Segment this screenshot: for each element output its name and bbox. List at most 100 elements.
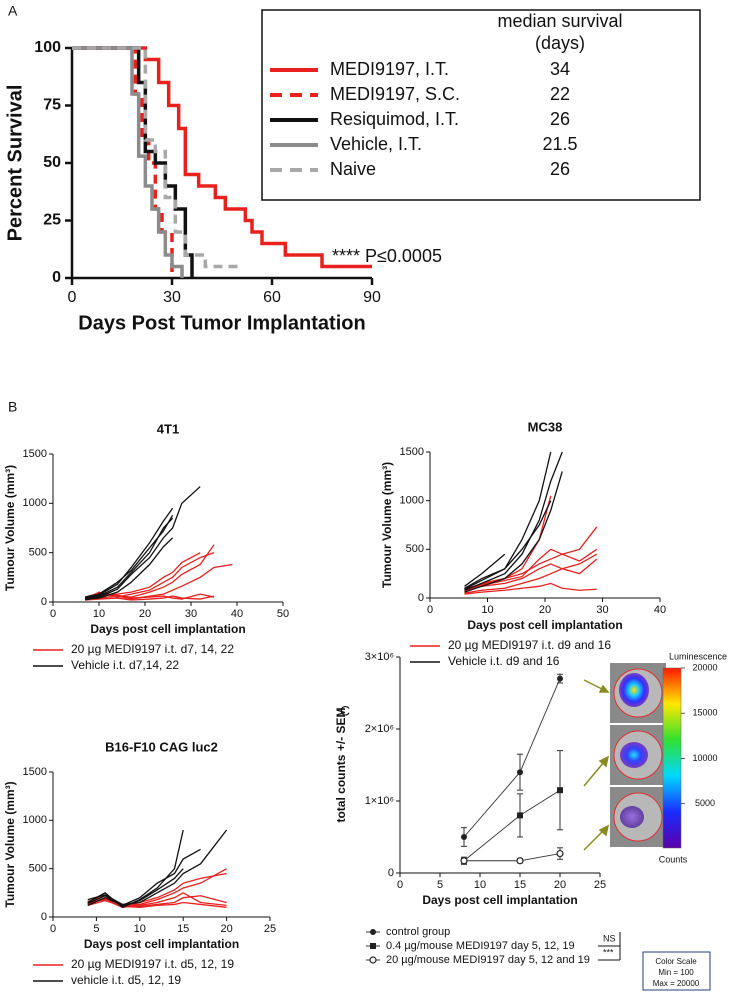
colorbar-tick-label: 10000 — [692, 753, 717, 763]
x-axis-label: Days post cell implantation — [90, 622, 245, 636]
marker — [557, 787, 563, 794]
marker — [460, 857, 468, 865]
y-tick-label: 75 — [43, 97, 61, 114]
chart-title: B16-F10 CAG luc2 — [105, 739, 218, 754]
annotation: **** P≤0.0005 — [332, 246, 442, 266]
legend-label: MEDI9197, I.T. — [330, 59, 449, 79]
growth-curve — [87, 868, 184, 908]
x-axis-label: Days Post Tumor Implantation — [78, 312, 365, 334]
x-tick-label: 10 — [134, 923, 146, 935]
legend-label: Resiquimod, I.T. — [330, 109, 459, 129]
marker — [556, 849, 564, 858]
y-tick-label: 1000 — [23, 814, 47, 826]
x-tick-label: 10 — [481, 604, 493, 616]
colorbar-title: Luminescence — [669, 651, 727, 661]
color-scale-text: Max = 20000 — [653, 979, 700, 988]
arrows — [583, 679, 610, 851]
marker — [461, 834, 467, 840]
thumbnail-signal — [620, 806, 644, 828]
y-tick-label: 500 — [29, 863, 47, 875]
x-tick-label: 20 — [554, 879, 566, 891]
x-tick-label: 0 — [68, 289, 77, 306]
growth-curve — [87, 899, 227, 908]
x-tick-label: 5 — [93, 923, 99, 935]
x-tick-label: 30 — [185, 608, 197, 620]
legend-median: 22 — [550, 84, 570, 104]
x-tick-label: 30 — [163, 289, 181, 306]
y-axis-label: Tumour Volume (mm³) — [3, 465, 17, 591]
legend-header: median survival — [497, 11, 622, 31]
x-tick-label: 15 — [177, 923, 189, 935]
legend-label: MEDI9197, S.C. — [330, 84, 460, 104]
panel-label: B — [8, 399, 17, 415]
legend-label: Vehicle i.t. d7,14, 22 — [71, 658, 179, 672]
growth-curve — [87, 829, 228, 906]
x-tick-label: 0 — [50, 923, 56, 935]
x-axis-label: Days post cell implantation — [467, 618, 622, 632]
x-tick-label: 10 — [474, 879, 486, 891]
x-tick-label: 5 — [437, 879, 443, 891]
y-axis-label: Tumour Volume (mm³) — [380, 462, 394, 588]
y-tick-label: 0 — [41, 911, 47, 923]
legend-header: (days) — [535, 33, 585, 53]
chart-title: 4T1 — [157, 421, 179, 436]
colorbar-tick-label: 15000 — [692, 708, 717, 718]
thumbnail-signal — [619, 673, 649, 707]
growth-curve — [464, 553, 506, 587]
y-axis-label: Percent Survival — [4, 85, 26, 242]
y-tick-label: 1500 — [23, 448, 47, 460]
survival-curve — [72, 46, 184, 278]
growth-curve — [85, 514, 174, 598]
legend-label: vehicle i.t. d5, 12, 19 — [71, 973, 181, 987]
x-tick-label: 25 — [594, 879, 606, 891]
chart-title: MC38 — [528, 419, 563, 434]
legend-box — [261, 9, 701, 201]
x-tick-label: 40 — [231, 608, 243, 620]
imaging-thumbnails — [610, 663, 666, 847]
growth-curve — [85, 517, 174, 600]
arrow-head — [598, 755, 610, 768]
panel-label: A — [8, 3, 18, 19]
arrow — [583, 679, 605, 691]
legend-label: Vehicle i.t. d9 and 16 — [448, 654, 560, 668]
legend-label: 20 µg MEDI9197 i.t. d7, 14, 22 — [71, 642, 234, 656]
colorbar-footer: Counts — [659, 854, 688, 864]
legend-marker — [370, 943, 376, 949]
y-tick-label: 25 — [43, 212, 61, 229]
x-tick-label: 0 — [427, 604, 433, 616]
growth-curve — [85, 563, 233, 601]
y-tick-label: 1000 — [400, 495, 424, 507]
x-tick-label: 90 — [363, 289, 381, 306]
legend-median: 21.5 — [542, 134, 577, 154]
growth-curve — [464, 553, 598, 594]
legend-label: 0.4 µg/mouse MEDI9197 day 5, 12, 19 — [386, 940, 575, 952]
thumbnail-signal — [620, 742, 648, 768]
legend-marker — [370, 929, 376, 935]
x-axis-label: Days post cell implantation — [84, 937, 239, 951]
y-tick-label: 50 — [43, 154, 61, 171]
growth-curve — [85, 592, 215, 600]
survival-curve — [72, 46, 239, 269]
x-tick-label: 25 — [264, 923, 276, 935]
marker — [517, 812, 523, 819]
y-tick-label: 500 — [406, 543, 424, 555]
y-tick-label: 1500 — [400, 446, 424, 458]
x-tick-label: 50 — [277, 608, 289, 620]
growth-curve — [85, 507, 174, 599]
color-scale-text: Color Scale — [655, 957, 697, 966]
y-axis-label: Tumour Volume (mm³) — [3, 781, 17, 907]
legend-median: 26 — [550, 159, 570, 179]
x-tick-label: 0 — [397, 879, 403, 891]
panel-label: C — [340, 703, 350, 719]
legend-label: control group — [386, 926, 450, 938]
color-scale-box — [642, 951, 711, 991]
colorbar-tick-label: 5000 — [695, 798, 715, 808]
x-tick-label: 10 — [93, 608, 105, 620]
color-scale-text: Min = 100 — [658, 968, 694, 977]
x-tick-label: 60 — [263, 289, 281, 306]
survival-curve — [72, 46, 372, 269]
legend-label: Naive — [330, 159, 376, 179]
growth-curve — [464, 558, 598, 589]
growth-curve — [87, 848, 201, 907]
arrow-head — [598, 684, 610, 693]
